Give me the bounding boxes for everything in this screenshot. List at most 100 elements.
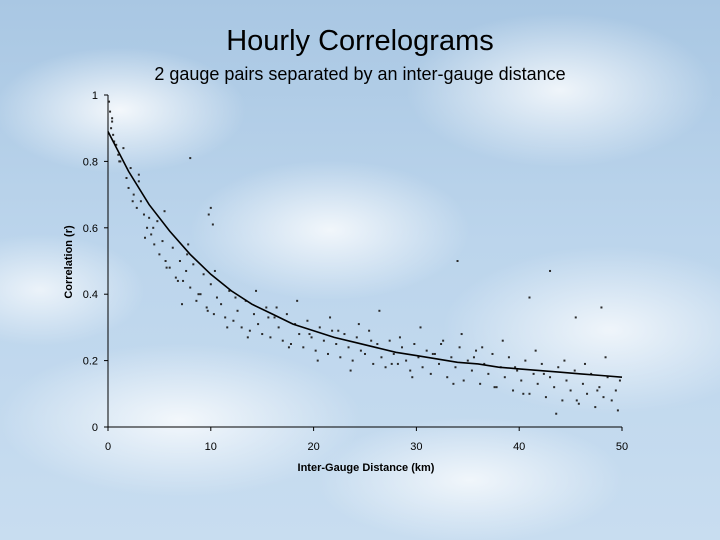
data-point bbox=[618, 379, 621, 382]
data-point bbox=[113, 140, 116, 143]
x-tick-label: 20 bbox=[307, 441, 319, 453]
data-point bbox=[520, 379, 523, 382]
data-point bbox=[561, 399, 564, 402]
data-point bbox=[516, 369, 519, 372]
data-point bbox=[132, 193, 135, 196]
data-point bbox=[458, 346, 461, 349]
data-point bbox=[429, 372, 432, 375]
data-point bbox=[131, 200, 134, 203]
data-point bbox=[376, 343, 379, 345]
data-point bbox=[569, 389, 572, 392]
data-point bbox=[602, 396, 605, 399]
data-point bbox=[575, 399, 578, 402]
data-point bbox=[370, 339, 373, 342]
y-tick-label: 0.8 bbox=[83, 156, 98, 168]
data-point bbox=[213, 269, 216, 272]
data-point bbox=[364, 352, 366, 355]
data-point bbox=[117, 153, 120, 156]
data-point bbox=[109, 110, 112, 113]
data-point bbox=[421, 366, 424, 369]
data-point bbox=[287, 346, 290, 349]
data-point bbox=[209, 206, 212, 209]
data-point bbox=[205, 306, 208, 309]
y-tick-label: 0.2 bbox=[83, 356, 98, 368]
data-point bbox=[413, 343, 416, 345]
data-point bbox=[273, 316, 276, 319]
data-point bbox=[392, 352, 395, 355]
data-point bbox=[574, 316, 577, 319]
data-point bbox=[318, 326, 321, 329]
data-point bbox=[600, 306, 603, 309]
data-point bbox=[604, 356, 607, 359]
data-point bbox=[594, 406, 597, 409]
data-point bbox=[192, 263, 195, 266]
data-point bbox=[277, 326, 280, 329]
data-point bbox=[347, 346, 350, 349]
data-point bbox=[616, 409, 619, 412]
data-point bbox=[326, 352, 329, 355]
data-point bbox=[296, 299, 299, 302]
data-point bbox=[139, 200, 142, 203]
data-point bbox=[310, 336, 313, 339]
data-point bbox=[176, 279, 179, 282]
data-point bbox=[380, 356, 383, 359]
data-point bbox=[161, 240, 164, 243]
data-point bbox=[189, 286, 192, 289]
data-point bbox=[246, 336, 249, 339]
data-point bbox=[357, 323, 360, 326]
data-point bbox=[384, 366, 387, 369]
data-point bbox=[197, 293, 200, 296]
data-point bbox=[544, 396, 547, 399]
data-point bbox=[181, 303, 184, 306]
data-point bbox=[355, 336, 358, 339]
data-point bbox=[528, 392, 531, 395]
data-point bbox=[220, 303, 223, 306]
data-point bbox=[267, 316, 270, 319]
plot-area bbox=[104, 94, 623, 431]
data-point bbox=[536, 382, 539, 385]
data-point bbox=[189, 157, 192, 160]
data-point bbox=[115, 143, 118, 146]
data-point bbox=[534, 349, 537, 352]
points-layer bbox=[108, 100, 621, 415]
x-tick-label: 40 bbox=[513, 441, 525, 453]
data-point bbox=[573, 369, 576, 372]
data-point bbox=[171, 246, 174, 249]
data-point bbox=[150, 233, 153, 236]
data-point bbox=[606, 376, 609, 379]
data-point bbox=[442, 339, 445, 342]
data-point bbox=[479, 382, 482, 385]
x-tick-label: 0 bbox=[105, 441, 111, 453]
x-tick-labels: 0 10 20 30 40 50 bbox=[105, 441, 628, 453]
data-point bbox=[298, 333, 301, 336]
data-point bbox=[164, 260, 167, 262]
data-point bbox=[163, 210, 166, 213]
data-point bbox=[565, 379, 568, 382]
data-point bbox=[596, 389, 599, 392]
data-point bbox=[331, 329, 334, 332]
x-tick-label: 50 bbox=[616, 441, 628, 453]
data-point bbox=[590, 372, 593, 375]
data-point bbox=[431, 352, 434, 355]
data-point bbox=[135, 206, 138, 209]
data-point bbox=[224, 316, 227, 319]
data-point bbox=[146, 226, 149, 229]
data-point bbox=[401, 346, 404, 349]
data-point bbox=[555, 412, 558, 415]
y-tick-label: 1 bbox=[92, 90, 98, 102]
data-point bbox=[137, 180, 140, 183]
data-point bbox=[314, 349, 317, 352]
data-point bbox=[199, 293, 202, 296]
x-axis-title: Inter-Gauge Distance (km) bbox=[298, 462, 435, 474]
data-point bbox=[111, 120, 114, 123]
data-point bbox=[339, 356, 342, 359]
data-point bbox=[542, 372, 545, 375]
data-point bbox=[454, 366, 457, 369]
data-point bbox=[359, 349, 362, 352]
data-point bbox=[158, 253, 161, 256]
data-point bbox=[186, 253, 189, 256]
data-point bbox=[470, 369, 473, 372]
data-point bbox=[598, 386, 601, 389]
data-point bbox=[487, 372, 490, 375]
data-point bbox=[419, 326, 422, 329]
